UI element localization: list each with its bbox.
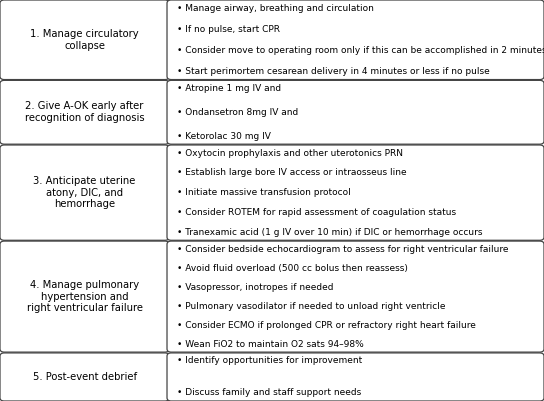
FancyBboxPatch shape: [167, 241, 544, 352]
Text: • Avoid fluid overload (500 cc bolus then reassess): • Avoid fluid overload (500 cc bolus the…: [177, 263, 407, 273]
Text: • Consider ROTEM for rapid assessment of coagulation status: • Consider ROTEM for rapid assessment of…: [177, 208, 456, 217]
Text: • Establish large bore IV access or intraosseus line: • Establish large bore IV access or intr…: [177, 168, 406, 177]
Text: • Start perimortem cesarean delivery in 4 minutes or less if no pulse: • Start perimortem cesarean delivery in …: [177, 67, 490, 76]
Text: • If no pulse, start CPR: • If no pulse, start CPR: [177, 25, 280, 34]
Text: • Oxytocin prophylaxis and other uterotonics PRN: • Oxytocin prophylaxis and other uteroto…: [177, 148, 403, 158]
FancyBboxPatch shape: [167, 145, 544, 240]
FancyBboxPatch shape: [0, 0, 169, 79]
Text: • Atropine 1 mg IV and: • Atropine 1 mg IV and: [177, 84, 281, 93]
Text: • Vasopressor, inotropes if needed: • Vasopressor, inotropes if needed: [177, 283, 333, 292]
FancyBboxPatch shape: [167, 353, 544, 401]
Text: • Initiate massive transfusion protocol: • Initiate massive transfusion protocol: [177, 188, 350, 197]
Text: • Consider move to operating room only if this can be accomplished in 2 minutes : • Consider move to operating room only i…: [177, 46, 544, 55]
FancyBboxPatch shape: [0, 80, 169, 144]
FancyBboxPatch shape: [167, 0, 544, 79]
Text: 2. Give A-OK early after
recognition of diagnosis: 2. Give A-OK early after recognition of …: [25, 101, 144, 123]
FancyBboxPatch shape: [0, 353, 169, 401]
FancyBboxPatch shape: [0, 241, 169, 352]
Text: • Wean FiO2 to maintain O2 sats 94–98%: • Wean FiO2 to maintain O2 sats 94–98%: [177, 340, 363, 348]
Text: • Tranexamic acid (1 g IV over 10 min) if DIC or hemorrhage occurs: • Tranexamic acid (1 g IV over 10 min) i…: [177, 228, 483, 237]
FancyBboxPatch shape: [167, 80, 544, 144]
Text: • Ondansetron 8mg IV and: • Ondansetron 8mg IV and: [177, 108, 298, 117]
Text: • Consider ECMO if prolonged CPR or refractory right heart failure: • Consider ECMO if prolonged CPR or refr…: [177, 320, 475, 330]
Text: • Pulmonary vasodilator if needed to unload right ventricle: • Pulmonary vasodilator if needed to unl…: [177, 302, 446, 311]
Text: 1. Manage circulatory
collapse: 1. Manage circulatory collapse: [30, 29, 139, 51]
Text: 3. Anticipate uterine
atony, DIC, and
hemorrhage: 3. Anticipate uterine atony, DIC, and he…: [33, 176, 136, 209]
FancyBboxPatch shape: [0, 145, 169, 240]
Text: • Manage airway, breathing and circulation: • Manage airway, breathing and circulati…: [177, 4, 374, 12]
Text: 4. Manage pulmonary
hypertension and
right ventricular failure: 4. Manage pulmonary hypertension and rig…: [27, 280, 143, 313]
Text: • Ketorolac 30 mg IV: • Ketorolac 30 mg IV: [177, 132, 271, 141]
Text: • Discuss family and staff support needs: • Discuss family and staff support needs: [177, 389, 361, 397]
Text: • Consider bedside echocardiogram to assess for right ventricular failure: • Consider bedside echocardiogram to ass…: [177, 245, 508, 253]
Text: • Identify opportunities for improvement: • Identify opportunities for improvement: [177, 356, 362, 365]
Text: 5. Post-event debrief: 5. Post-event debrief: [33, 372, 137, 382]
